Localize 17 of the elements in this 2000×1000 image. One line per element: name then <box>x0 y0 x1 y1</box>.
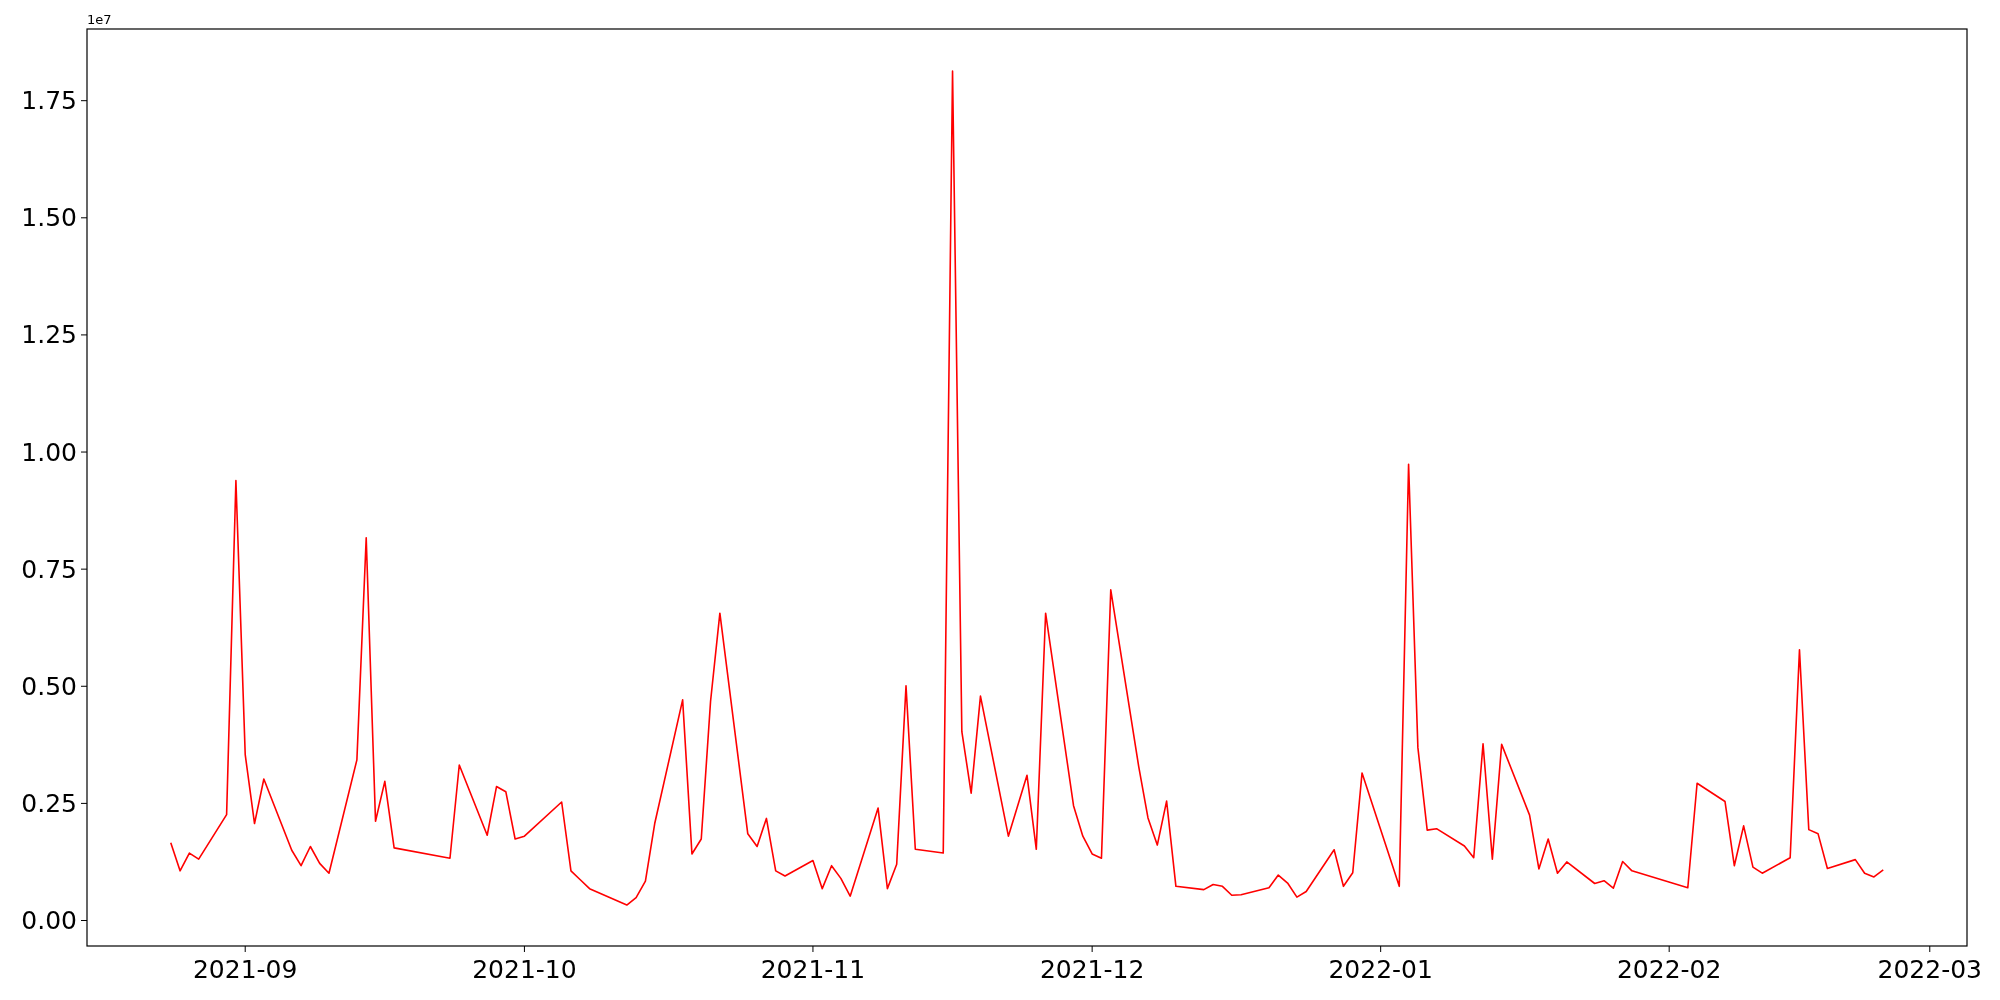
x-tick-label: 2021-10 <box>472 955 577 984</box>
y-tick-label: 1.25 <box>21 320 77 350</box>
y-tick-label: 0.75 <box>21 554 77 584</box>
y-tick-label: 1.00 <box>21 437 77 467</box>
y-tick-label: 0.50 <box>21 671 77 701</box>
x-tick-label: 2022-03 <box>1877 955 1983 984</box>
x-tick-label: 2021-09 <box>192 955 298 984</box>
x-tick-label: 2021-12 <box>1039 955 1145 984</box>
line-series <box>169 70 1885 906</box>
x-tick-label: 2022-01 <box>1328 955 1433 984</box>
text: 1e7 <box>87 12 112 27</box>
y-tick-label: 1.75 <box>21 86 77 116</box>
y-tick-label: 0.00 <box>21 906 77 936</box>
x-tick-label: 2022-02 <box>1616 955 1722 984</box>
y-tick-label: 0.25 <box>21 788 77 818</box>
x-tick-label: 2021-11 <box>760 955 866 984</box>
y-tick-label: 1.50 <box>21 203 77 233</box>
